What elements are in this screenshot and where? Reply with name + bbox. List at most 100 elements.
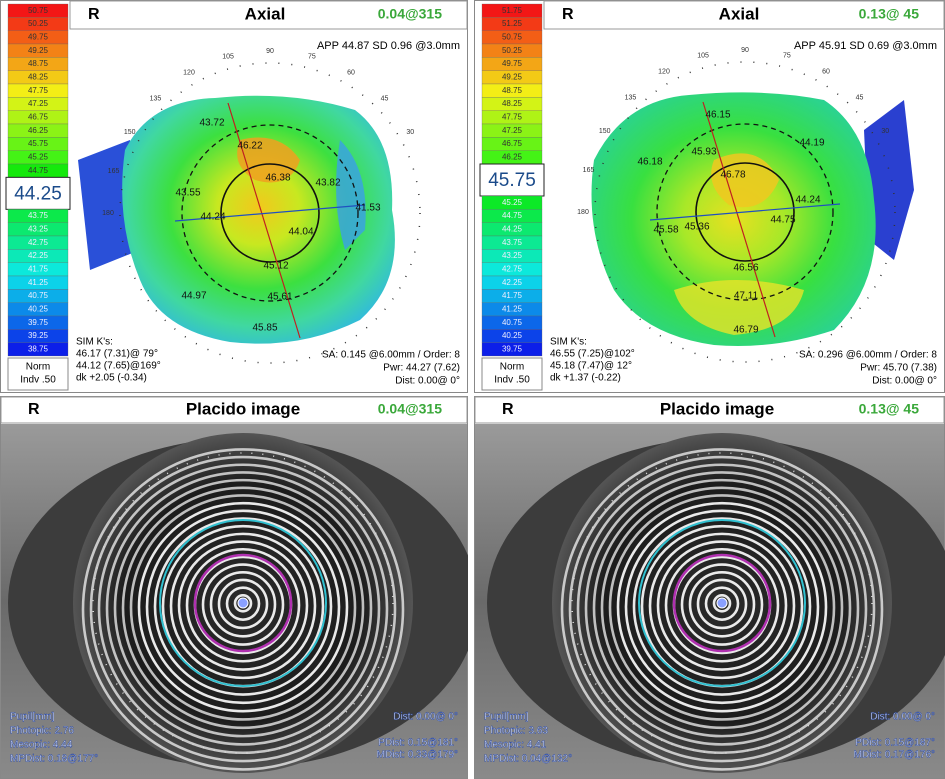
map-value: 44.24 [795, 195, 820, 206]
scale-label: 41.75 [28, 264, 49, 273]
map-value: 45.12 [263, 261, 288, 272]
scale-label: 43.75 [502, 238, 523, 247]
angle-label: 135 [625, 94, 637, 101]
pupil-info: Photopic: 3.63 [484, 726, 548, 737]
angle-label: 75 [783, 52, 791, 59]
norm-label: Norm [500, 362, 524, 373]
dist-info: PDist: 0.15@181° [378, 738, 458, 749]
scale-label: 51.25 [502, 19, 523, 28]
sa-text: SA: 0.145 @6.00mm / Order: 8 [322, 350, 460, 361]
scale-label: 45.25 [502, 198, 523, 207]
placido-panel: RPlacido image0.13@ 45Pupil[mm]Photopic:… [475, 397, 945, 779]
scale-center-label: 44.25 [14, 183, 62, 204]
sim-k: 45.18 (7.47)@ 12° [550, 361, 632, 372]
scale-label: 42.75 [502, 264, 523, 273]
angle-label: 45 [381, 95, 389, 102]
scale-label: 48.25 [502, 99, 523, 108]
pwr-text: Pwr: 44.27 (7.62) [383, 363, 460, 374]
angle-label: 135 [150, 95, 162, 102]
angle-label: 90 [266, 48, 274, 55]
map-value: 46.56 [733, 263, 758, 274]
scale-label: 46.25 [28, 126, 49, 135]
map-value: 43.55 [175, 188, 200, 199]
indicator: 0.13@ 45 [859, 401, 920, 417]
scale-label: 48.75 [28, 59, 49, 68]
scale-label: 41.25 [502, 304, 523, 313]
scale-label: 50.75 [28, 6, 49, 15]
app-text: APP 44.87 SD 0.96 @3.0mm [317, 40, 460, 52]
scale-label: 40.75 [502, 318, 523, 327]
eye-label: R [28, 401, 40, 418]
map-value: 44.04 [288, 227, 313, 238]
pwr-text: Pwr: 45.70 (7.38) [860, 363, 937, 374]
map-value: 41.53 [355, 203, 380, 214]
map-value: 45.58 [653, 225, 678, 236]
scale-label: 47.25 [28, 99, 49, 108]
norm-label: Indv .50 [494, 375, 530, 386]
vertex [238, 598, 248, 608]
angle-label: 180 [577, 209, 589, 216]
scale-label: 43.25 [28, 224, 49, 233]
sim-k: SIM K's: [76, 337, 113, 348]
map-value: 46.79 [733, 325, 758, 336]
scale-label: 50.25 [502, 46, 523, 55]
scale-label: 42.25 [502, 278, 523, 287]
dist-info: Dist: 0.00@ 0° [393, 712, 458, 723]
dist-info: Dist: 0.00@ 0° [870, 712, 935, 723]
dist-info: PDist: 0.15@187° [855, 738, 935, 749]
pupil-info: Mesopic: 4.41 [484, 740, 547, 751]
sim-k: 44.12 (7.65)@169° [76, 361, 161, 372]
axial-panel: RAxial0.13@ 45APP 45.91 SD 0.69 @3.0mm51… [475, 1, 945, 393]
panel-title: Axial [719, 4, 760, 23]
angle-label: 30 [406, 129, 414, 136]
scale-label: 39.25 [28, 331, 49, 340]
map-value: 45.93 [691, 147, 716, 158]
indicator: 0.04@315 [378, 401, 442, 417]
scale-label: 44.75 [28, 166, 49, 175]
scale-label: 41.75 [502, 291, 523, 300]
scale-label: 50.25 [28, 19, 49, 28]
scale-center-label: 45.75 [488, 170, 536, 191]
angle-label: 150 [599, 128, 611, 135]
scale-label: 48.75 [502, 86, 523, 95]
norm-label: Indv .50 [20, 375, 56, 386]
scale-label: 41.25 [28, 278, 49, 287]
scale-label: 40.25 [28, 304, 49, 313]
angle-label: 60 [822, 69, 830, 76]
page: R Axial 0.04@315 APP 44.87 SD 0.96 @3.0mm 50… [0, 0, 945, 779]
scale-label: 47.75 [28, 86, 49, 95]
sim-k: SIM K's: [550, 337, 587, 348]
scale-label: 51.75 [502, 6, 523, 15]
scale-label: 46.25 [502, 152, 523, 161]
sim-k: 46.55 (7.25)@102° [550, 349, 635, 360]
pupil-info: Photopic: 2.76 [10, 726, 74, 737]
scale-label: 47.75 [502, 112, 523, 121]
scale-label: 47.25 [502, 126, 523, 135]
dist-text: Dist: 0.00@ 0° [395, 376, 460, 387]
norm-label: Norm [26, 362, 50, 373]
panel-title: Axial [245, 4, 286, 23]
angle-label: 60 [347, 70, 355, 77]
angle-label: 120 [183, 70, 195, 77]
scale-label: 49.75 [502, 59, 523, 68]
panel-title: Placido image [186, 399, 300, 418]
scale-label: 45.25 [28, 152, 49, 161]
sim-k: dk +1.37 (-0.22) [550, 373, 621, 384]
pupil-info: Pupil[mm] [484, 712, 529, 723]
map-value: 44.24 [200, 212, 225, 223]
scale-label: 44.25 [502, 224, 523, 233]
angle-label: 165 [583, 167, 595, 174]
angle-label: 45 [856, 94, 864, 101]
pupil-info: Mesopic: 4.44 [10, 740, 73, 751]
map-value: 46.18 [637, 157, 662, 168]
angle-label: 90 [741, 47, 749, 54]
scale-label: 49.25 [502, 72, 523, 81]
scale-label: 46.75 [28, 112, 49, 121]
angle-label: 30 [881, 128, 889, 135]
angle-label: 180 [102, 210, 114, 217]
scale-label: 44.75 [502, 211, 523, 220]
indicator: 0.13@ 45 [859, 6, 920, 22]
scale-label: 49.25 [28, 46, 49, 55]
scale-label: 40.75 [28, 291, 49, 300]
